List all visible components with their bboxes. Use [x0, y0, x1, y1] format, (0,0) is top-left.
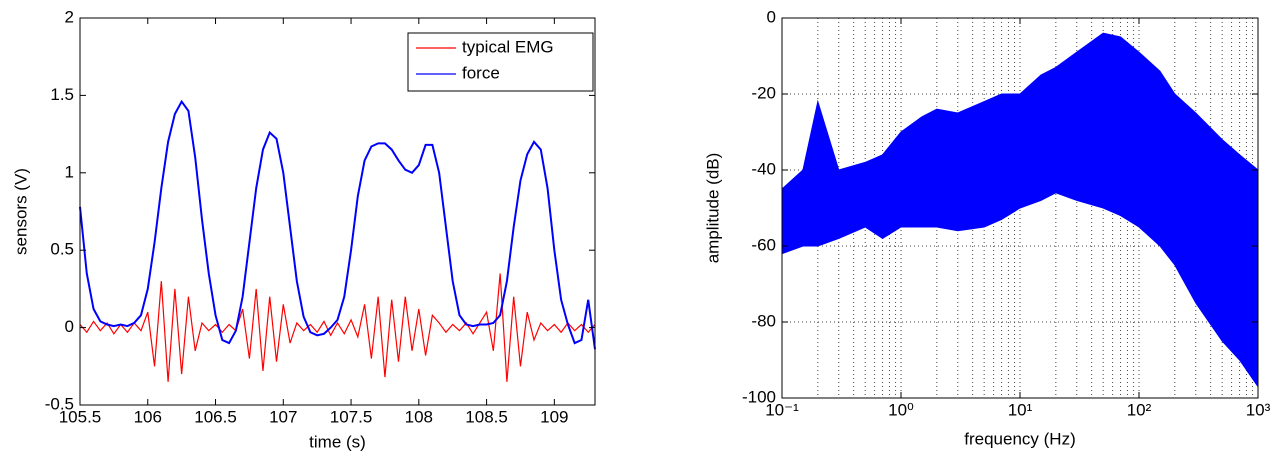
y-tick-label: -0.5 — [45, 394, 74, 413]
series-line — [79, 273, 596, 382]
y-tick-label: -80 — [751, 311, 776, 330]
y-tick-label: -40 — [751, 159, 776, 178]
legend-box — [407, 32, 594, 92]
x-tick-label: 10¹ — [1008, 400, 1033, 419]
y-tick-label: 2 — [65, 7, 74, 26]
legend-label: force — [462, 63, 500, 82]
y-tick-label: -100 — [742, 387, 776, 406]
legend-label: typical EMG — [462, 37, 554, 56]
x-tick-label: 10³ — [1246, 400, 1271, 419]
y-tick-label: 0.5 — [50, 240, 74, 259]
x-tick-label: 107 — [269, 407, 297, 426]
x-tick-label: 10⁰ — [888, 400, 914, 419]
x-tick-label: 108.5 — [465, 407, 508, 426]
x-axis-label: time (s) — [309, 432, 366, 451]
x-tick-label: 10² — [1127, 400, 1152, 419]
x-tick-label: 109 — [540, 407, 568, 426]
y-tick-label: 0 — [767, 7, 776, 26]
x-tick-label: 107.5 — [330, 407, 373, 426]
plot-frame — [79, 17, 596, 406]
x-tick-label: 105.5 — [59, 407, 102, 426]
series-line — [79, 99, 596, 350]
axes: 10⁻¹ 10⁰ 10¹ 10² 10³ -100 -80 -60 -40 -20 0 frequen… — [703, 7, 1270, 448]
x-axis-label: frequency (Hz) — [964, 429, 1075, 448]
y-tick-label: -20 — [751, 83, 776, 102]
y-tick-label: 1.5 — [50, 85, 74, 104]
x-tick-label: 106.5 — [194, 407, 237, 426]
x-tick-label: 106 — [134, 407, 162, 426]
x-tick-label: 108 — [405, 407, 433, 426]
y-tick-label: 1 — [65, 162, 74, 181]
y-tick-label: 0 — [65, 317, 74, 336]
y-axis-label: amplitude (dB) — [703, 153, 722, 264]
x-tick-label: 10⁻¹ — [765, 400, 799, 419]
y-axis-label: sensors (V) — [11, 168, 30, 255]
y-tick-label: -60 — [751, 235, 776, 254]
axes: 105.5 106 106.5 107 107.5 108 108.5 109 -0.5 0 0.5… — [11, 7, 596, 451]
